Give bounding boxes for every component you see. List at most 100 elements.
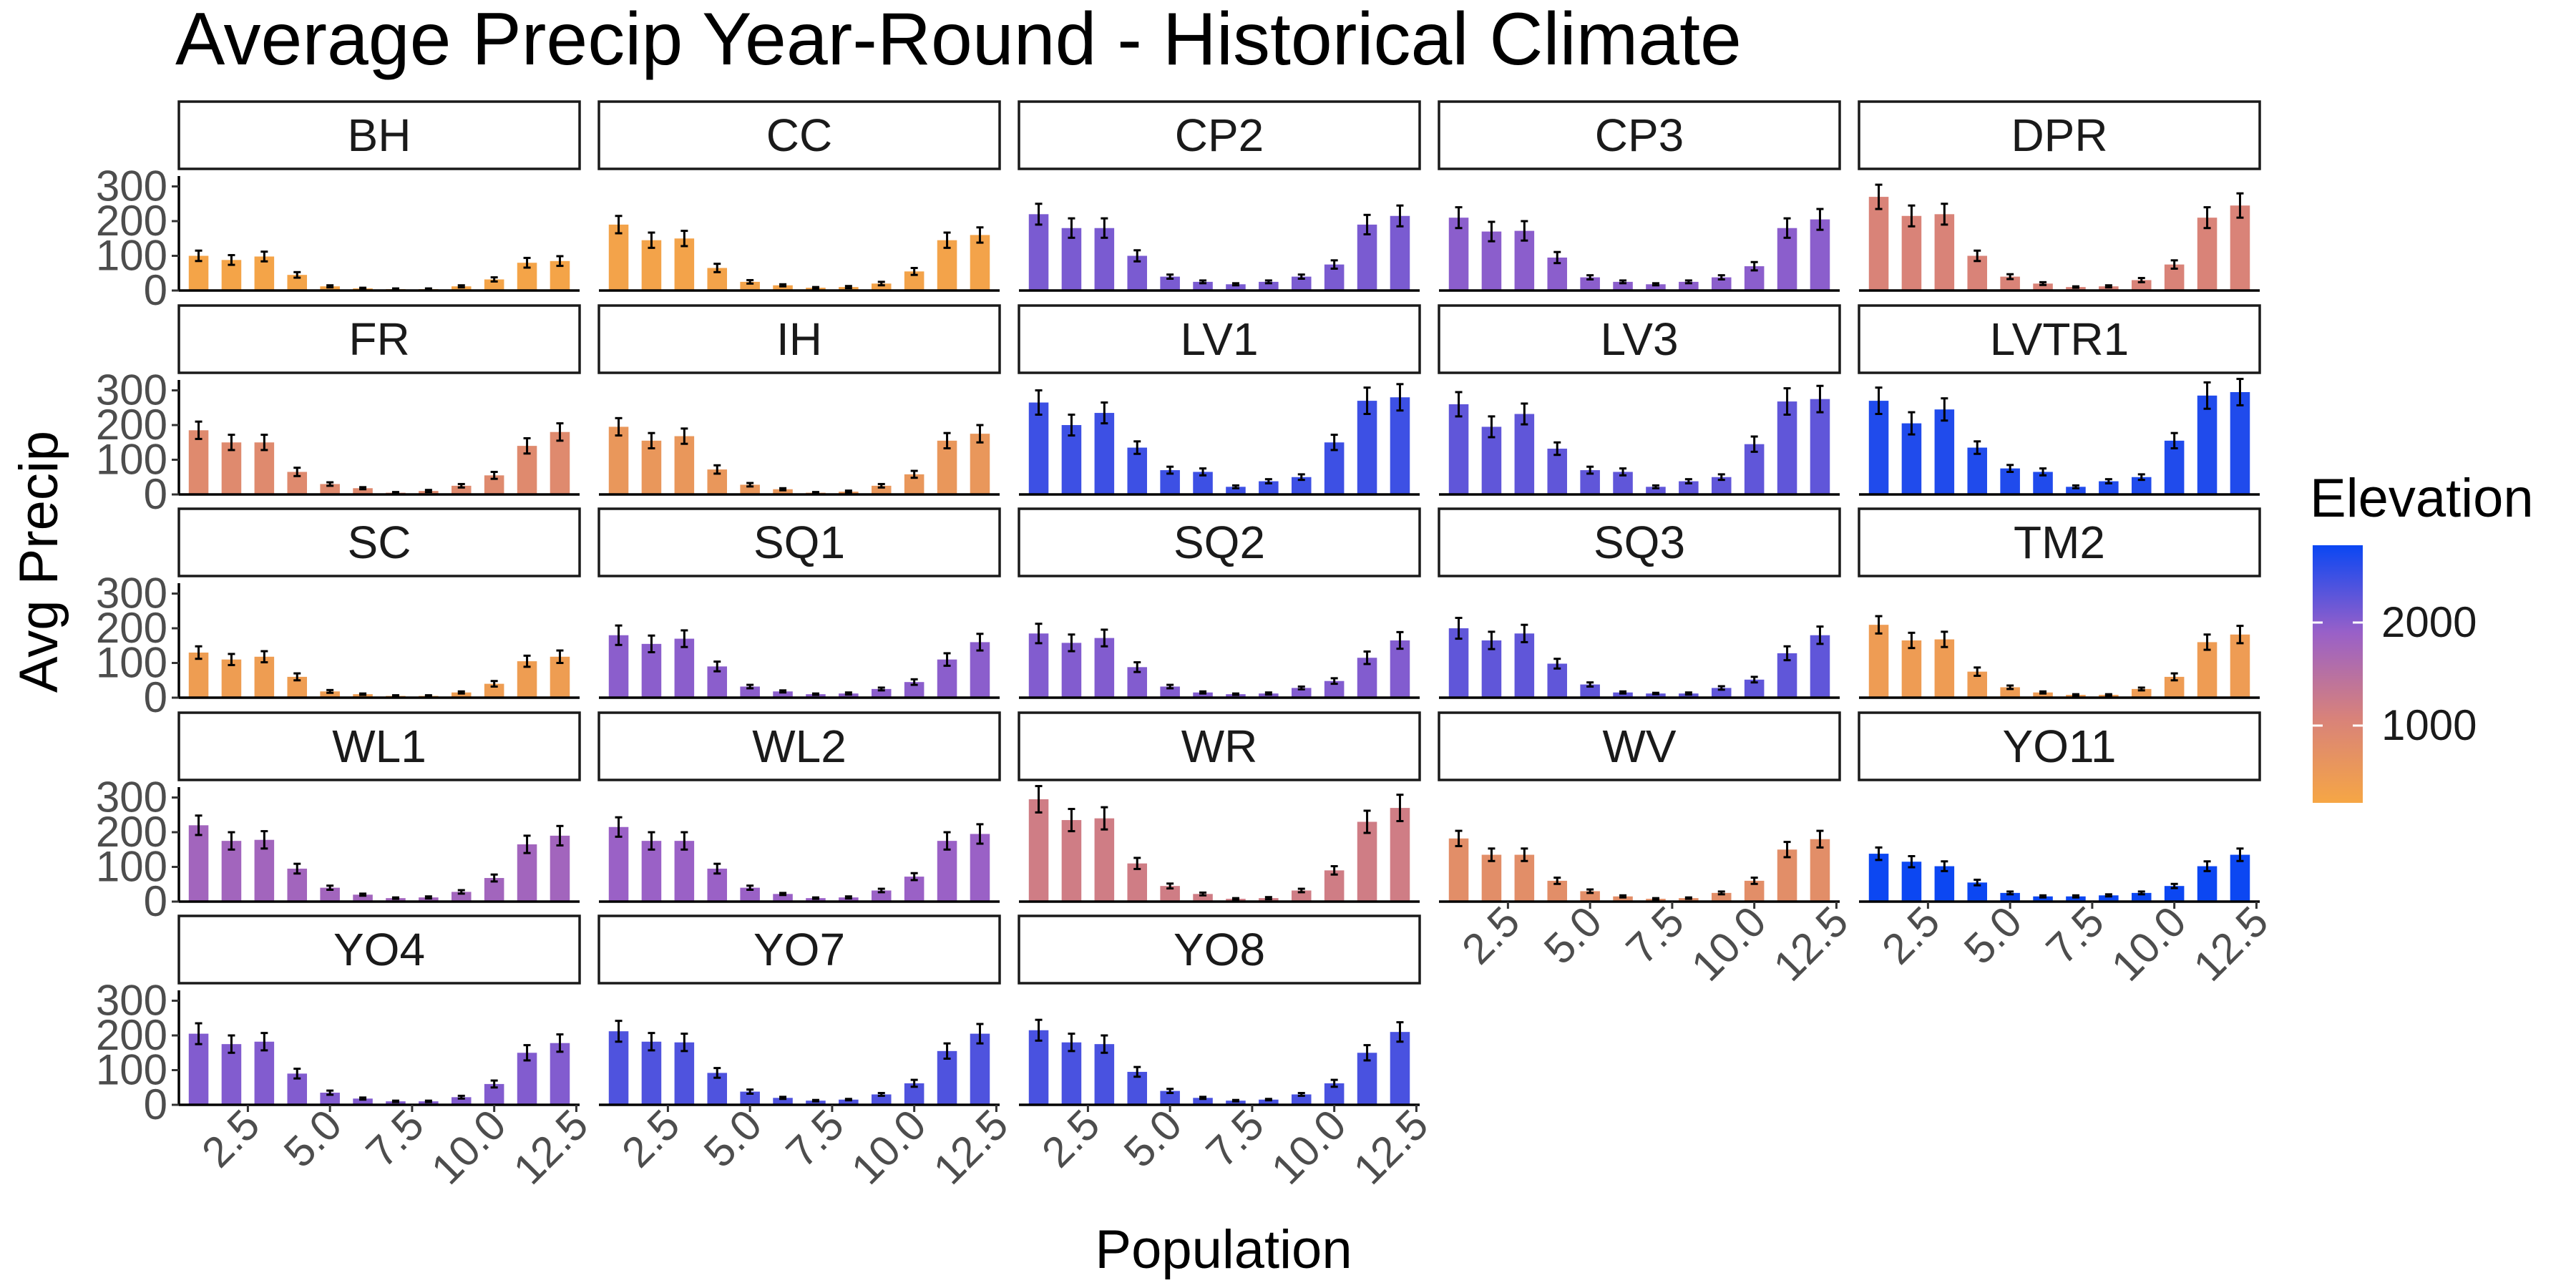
error-bar <box>1521 623 1528 643</box>
error-bar <box>1231 282 1239 287</box>
error-bar <box>2104 284 2112 289</box>
error-bar <box>326 284 334 289</box>
bar <box>1094 1044 1115 1105</box>
colorbar <box>2313 545 2363 803</box>
facet-strip <box>1858 304 2261 374</box>
bar <box>2033 692 2053 698</box>
error-bar <box>1974 666 1981 677</box>
error-bar <box>228 434 235 452</box>
error-bar <box>1264 896 1272 901</box>
bar <box>871 485 892 494</box>
error-bar <box>1297 685 1305 691</box>
facet-label: YO7 <box>753 924 845 975</box>
error-bar <box>648 831 655 851</box>
error-bar <box>1231 1098 1239 1103</box>
bar <box>1127 447 1148 494</box>
bar <box>1094 818 1115 902</box>
error-bar <box>1166 465 1174 475</box>
bar <box>1390 1032 1410 1105</box>
bar <box>674 436 695 494</box>
error-bar <box>844 895 852 900</box>
bar <box>2033 896 2053 902</box>
panel-yo11: YO11 2.5 5.0 7.510.012.5 <box>1858 711 2278 990</box>
bar <box>1028 1030 1049 1105</box>
error-bar <box>457 690 465 695</box>
legend-title: Elevation <box>2310 468 2534 529</box>
error-bar <box>1068 1033 1075 1053</box>
error-bar <box>910 266 918 276</box>
bar <box>608 1031 629 1105</box>
error-bar <box>615 215 623 235</box>
y-tick-label: 0 <box>144 673 167 721</box>
x-tick-label: 5.0 <box>1535 897 1611 973</box>
y-tick-label: 0 <box>144 266 167 314</box>
bar <box>1160 886 1180 902</box>
bar <box>1028 799 1049 902</box>
error-bar <box>1330 434 1338 452</box>
bar <box>937 1050 957 1105</box>
x-tick-label: 10.0 <box>2102 897 2195 990</box>
error-bar <box>1816 625 1824 645</box>
error-bar <box>1488 415 1496 439</box>
x-tick-label: 2.5 <box>613 1101 688 1176</box>
error-bar <box>1553 441 1561 457</box>
bar <box>2000 892 2020 902</box>
bar <box>1901 215 1922 291</box>
error-bar <box>1199 279 1207 285</box>
bar <box>451 892 472 902</box>
error-bar <box>490 680 498 688</box>
error-bar <box>976 633 984 652</box>
error-bar <box>2137 277 2145 283</box>
error-bar <box>1396 204 1404 228</box>
error-bar <box>615 1020 623 1043</box>
bar <box>1646 487 1666 494</box>
x-tick-label: 7.5 <box>1197 1101 1273 1176</box>
error-bar <box>877 887 885 894</box>
error-bar <box>1396 630 1404 650</box>
bar <box>1226 1101 1246 1105</box>
facet-strip <box>177 711 581 781</box>
bar <box>937 841 957 902</box>
error-bar <box>1553 658 1561 670</box>
y-tick-label: 300 <box>96 570 167 618</box>
bar <box>2230 634 2250 698</box>
error-bar <box>1750 435 1758 453</box>
error-bar <box>490 276 498 283</box>
error-bar <box>1941 860 1948 872</box>
error-bar <box>260 1032 268 1052</box>
bar <box>1390 808 1410 902</box>
error-bar <box>615 416 623 437</box>
error-bar <box>746 1088 754 1095</box>
panel-wr: WR <box>1018 711 1421 903</box>
facet-label: YO11 <box>2003 721 2117 772</box>
panel-sq1: SQ1 <box>597 507 1001 699</box>
error-bar <box>1941 630 1948 648</box>
error-bar <box>1330 677 1338 686</box>
error-bar <box>811 896 819 900</box>
error-bar <box>844 489 852 494</box>
error-bar <box>713 1067 721 1079</box>
error-bar <box>2203 206 2211 230</box>
x-tick-label: 2.5 <box>1033 1101 1108 1176</box>
error-bar <box>1974 878 1981 887</box>
x-tick-label: 12.5 <box>2185 897 2278 990</box>
error-bar <box>680 831 688 851</box>
facet-label: CC <box>766 109 832 161</box>
bar <box>221 1044 242 1105</box>
facet-strip <box>177 100 581 170</box>
bar <box>1448 218 1469 291</box>
bar <box>2033 283 2053 291</box>
bar <box>1390 640 1410 698</box>
facet-strip <box>1858 711 2261 781</box>
error-bar <box>811 286 819 290</box>
error-bar <box>1396 383 1404 412</box>
bar <box>1193 894 1213 902</box>
bar <box>1448 628 1469 698</box>
error-bar <box>490 470 498 480</box>
error-bar <box>1035 1018 1043 1042</box>
bar <box>188 430 209 494</box>
error-bar <box>1455 206 1463 230</box>
bar <box>1061 820 1082 902</box>
